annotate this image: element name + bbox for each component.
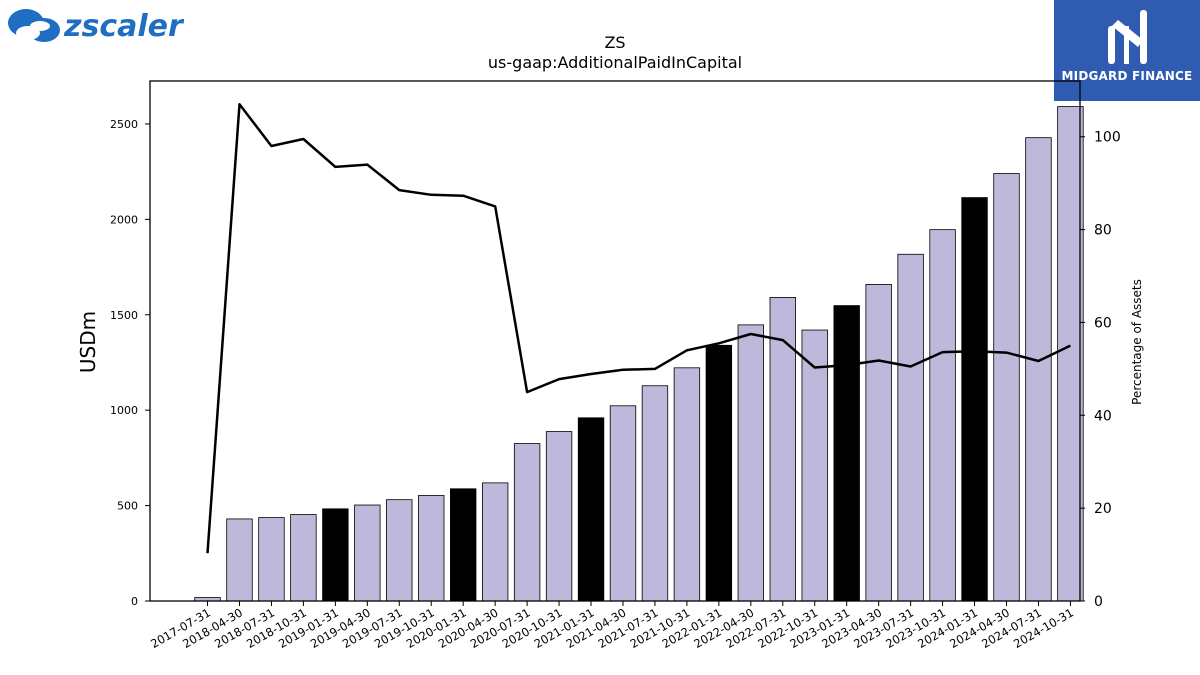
y2-tick-label: 20 [1094,501,1112,517]
y-tick-label: 500 [117,500,138,513]
y2-tick-label: 100 [1094,130,1121,146]
bar-2021-10-31 [673,367,701,602]
bar-2020-10-31 [545,431,573,602]
midgard-m-icon [1108,10,1147,64]
bar-2020-04-30 [481,482,509,602]
bar-2018-10-31 [290,514,317,602]
bar-2023-04-30 [865,284,892,602]
bar-2021-04-30 [609,405,637,602]
y2-tick-label: 0 [1094,594,1103,610]
bar-2021-01-31 [577,417,605,602]
bar-2019-07-31 [386,499,413,602]
bar-2021-07-31 [641,385,669,602]
y2-tick-label: 60 [1094,315,1112,331]
bar-2022-01-31 [705,344,733,602]
bar-2022-04-30 [737,324,765,602]
bar-2019-10-31 [418,495,445,602]
y2-tick-label: 40 [1094,408,1112,424]
bar-2023-10-31 [929,229,956,602]
zscaler-cloud-icon [8,9,60,42]
bar-2024-10-31 [1057,106,1084,602]
y-tick-label: 0 [131,595,138,608]
bar-2018-07-31 [258,517,285,602]
bars-group [194,106,1084,602]
bar-2023-07-31 [897,253,924,602]
bar-2020-07-31 [513,443,541,602]
bar-2024-04-30 [993,173,1020,602]
bar-2022-07-31 [769,296,796,602]
midgard-finance-text: MIDGARD FINANCE [1061,69,1193,83]
bar-2020-01-31 [450,488,477,602]
y-tick-label: 1500 [110,309,138,322]
bar-2024-01-31 [961,197,988,602]
y-tick-label: 2000 [110,213,138,226]
bar-2023-01-31 [833,305,860,602]
bar-2024-07-31 [1025,137,1052,602]
zscaler-logo: zscaler [4,4,185,48]
y2-tick-label: 80 [1094,223,1112,239]
bar-2019-01-31 [322,508,349,602]
bar-2018-04-30 [226,518,253,602]
line-layer [206,102,1071,554]
bar-2019-04-30 [354,504,381,602]
midgard-finance-logo: MIDGARD FINANCE [1054,0,1200,101]
chart-subtitle: us-gaap:AdditionalPaidInCapital [488,53,742,72]
y-axis-label: USDm [76,311,100,373]
y-tick-label: 1000 [110,404,138,417]
percentage-line [206,102,1071,554]
bar-2022-10-31 [801,329,828,602]
y2-axis-label: Percentage of Assets [1130,279,1144,405]
chart-title: ZS [604,33,625,52]
plot-frame [149,80,1081,602]
y-tick-label: 2500 [110,118,138,131]
zscaler-logo-text: zscaler [63,9,184,44]
